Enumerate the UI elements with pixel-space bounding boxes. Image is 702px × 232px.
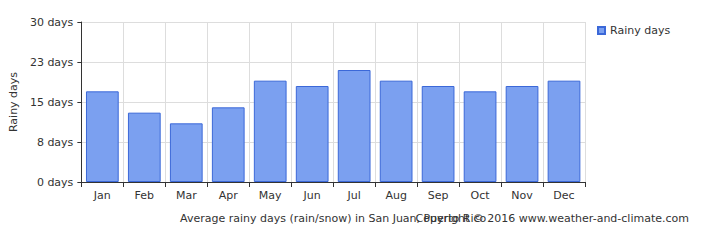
svg-text:Dec: Dec xyxy=(553,189,574,202)
svg-text:Rainy days: Rainy days xyxy=(610,24,670,37)
svg-text:Mar: Mar xyxy=(176,189,197,202)
svg-text:Copyright © 2016 www.weather-a: Copyright © 2016 www.weather-and-climate… xyxy=(416,212,689,225)
svg-text:23 days: 23 days xyxy=(30,56,74,69)
svg-text:Average rainy days (rain/snow): Average rainy days (rain/snow) in San Ju… xyxy=(180,212,487,225)
svg-text:Feb: Feb xyxy=(135,189,154,202)
svg-text:Nov: Nov xyxy=(511,189,533,202)
svg-text:Jun: Jun xyxy=(303,189,321,202)
svg-text:May: May xyxy=(259,189,282,202)
svg-text:Jan: Jan xyxy=(93,189,111,202)
svg-text:Apr: Apr xyxy=(219,189,239,202)
svg-text:8 days: 8 days xyxy=(37,136,74,149)
svg-text:Aug: Aug xyxy=(385,189,406,202)
svg-text:Jul: Jul xyxy=(347,189,361,202)
svg-text:30 days: 30 days xyxy=(30,16,74,29)
svg-text:Sep: Sep xyxy=(428,189,449,202)
svg-text:Rainy days: Rainy days xyxy=(7,72,20,132)
svg-text:15 days: 15 days xyxy=(30,96,74,109)
svg-text:Oct: Oct xyxy=(471,189,491,202)
svg-text:0 days: 0 days xyxy=(37,176,74,189)
